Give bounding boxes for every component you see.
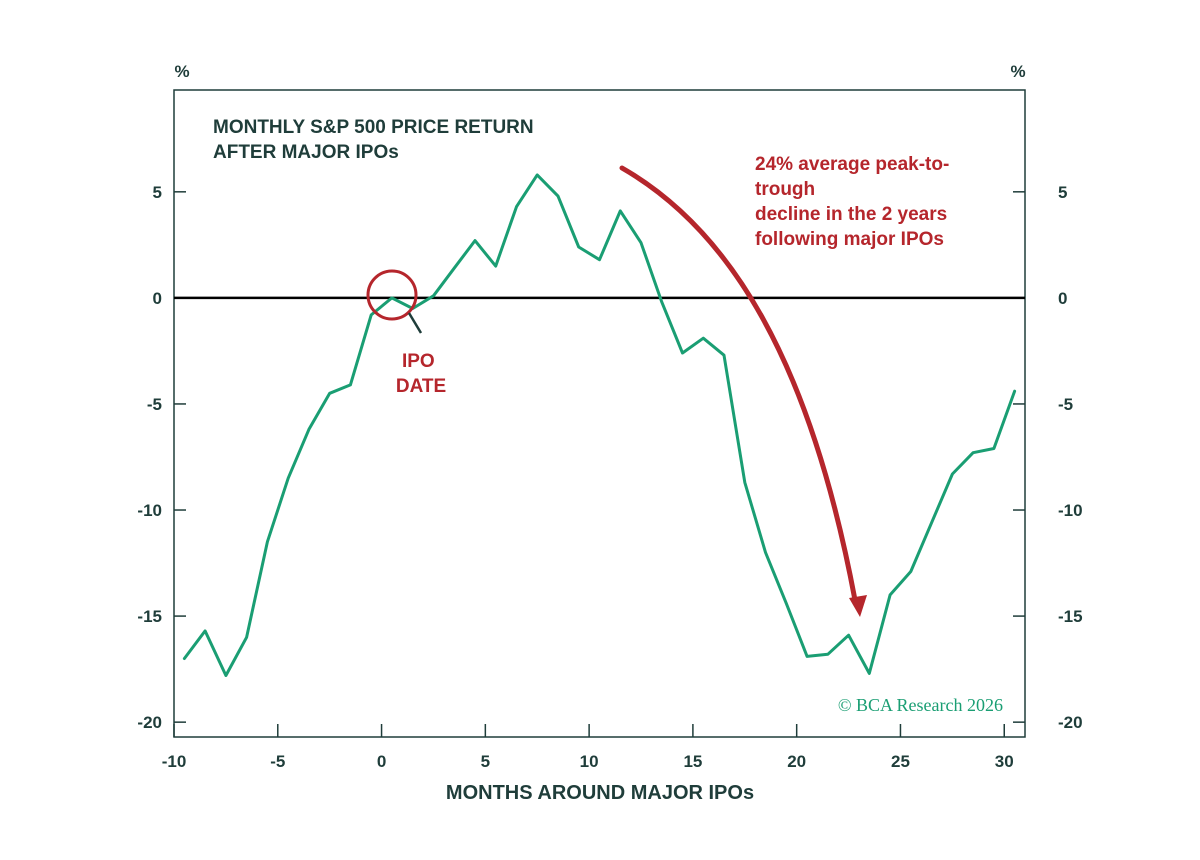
source-credit: © BCA Research 2026 <box>838 695 1003 715</box>
x-tick-label: 25 <box>891 752 910 771</box>
y-tick-label-left: -20 <box>137 713 162 732</box>
y-tick-label-left: -15 <box>137 607 162 626</box>
x-tick-label: 10 <box>580 752 599 771</box>
y-unit-left: % <box>174 62 189 81</box>
chart-title-line-2: AFTER MAJOR IPOs <box>213 142 399 163</box>
axis-ticks <box>173 191 1025 737</box>
decline-arrow-head <box>849 595 867 617</box>
x-tick-label: 15 <box>683 752 702 771</box>
axis-tick-labels: -10 -5 0 5 10 15 20 25 30 -20 -20 -15 -15 -10 -10 -5 -5 0… <box>137 183 1082 771</box>
x-tick-label: 0 <box>377 752 386 771</box>
y-tick-label-left: 0 <box>153 289 162 308</box>
y-tick-label-right: -5 <box>1058 395 1073 414</box>
ipo-label-line-2: DATE <box>396 376 446 397</box>
decline-line-1: 24% average peak-to- <box>755 154 949 175</box>
plot-frame <box>173 89 1026 738</box>
y-tick-label-right: -10 <box>1058 501 1083 520</box>
ipo-date-label: IPO DATE <box>396 351 446 397</box>
chart-title-line-1: MONTHLY S&P 500 PRICE RETURN <box>213 117 534 138</box>
series-line <box>182 173 1017 677</box>
decline-arrow-shaft <box>619 165 858 603</box>
y-tick-label-left: 5 <box>153 183 162 202</box>
y-tick-label-left: -5 <box>147 395 162 414</box>
decline-line-4: following major IPOs <box>755 229 944 250</box>
chart-title: MONTHLY S&P 500 PRICE RETURN AFTER MAJOR… <box>213 117 539 163</box>
x-tick-label: -10 <box>162 752 187 771</box>
x-axis-label: MONTHS AROUND MAJOR IPOs <box>446 782 754 804</box>
x-tick-label: 30 <box>995 752 1014 771</box>
y-tick-label-right: 5 <box>1058 183 1067 202</box>
x-tick-label: 20 <box>787 752 806 771</box>
y-unit-right: % <box>1010 62 1025 81</box>
y-tick-label-left: -10 <box>137 501 162 520</box>
y-tick-label-right: -15 <box>1058 607 1083 626</box>
y-tick-label-right: -20 <box>1058 713 1083 732</box>
ipo-label-line-1: IPO <box>402 351 435 372</box>
decline-line-2: trough <box>755 179 815 200</box>
x-tick-label: -5 <box>270 752 285 771</box>
x-tick-label: 5 <box>481 752 490 771</box>
y-tick-label-right: 0 <box>1058 289 1067 308</box>
ipo-date-circle <box>366 269 418 321</box>
ipo-circle-pointer <box>407 312 423 334</box>
decline-line-3: decline in the 2 years <box>755 204 947 225</box>
decline-annotation: 24% average peak-to- trough decline in t… <box>755 154 955 250</box>
